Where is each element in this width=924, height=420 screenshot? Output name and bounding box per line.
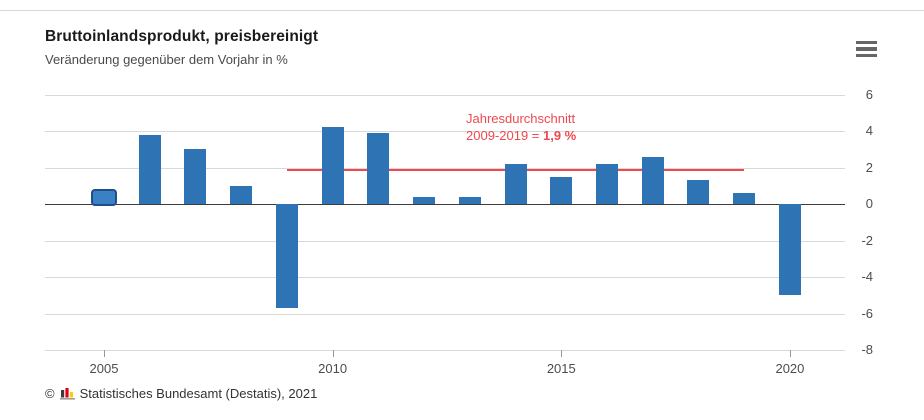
x-axis-label: 2020 [775, 361, 805, 376]
hamburger-menu-icon[interactable] [851, 36, 881, 62]
x-axis-tick [332, 350, 334, 357]
zero-line [45, 204, 845, 206]
hamburger-bar [855, 53, 877, 58]
bar-2011[interactable] [367, 132, 390, 204]
chart-subtitle: Veränderung gegenüber dem Vorjahr in % [45, 52, 288, 67]
annotation-line1: Jahresdurchschnitt [466, 111, 576, 126]
y-axis-label: -8 [861, 342, 873, 357]
bar-2014[interactable] [504, 163, 527, 204]
y-axis-label: 4 [865, 123, 873, 138]
gridline [45, 350, 845, 351]
y-axis-label: 0 [865, 196, 873, 211]
hamburger-bar [855, 40, 877, 45]
y-axis-label: 6 [865, 86, 873, 102]
copyright-symbol: © [45, 386, 55, 401]
bar-2015[interactable] [550, 176, 573, 204]
y-axis-label: -2 [861, 232, 873, 248]
source-line: © Statistisches Bundesamt (Destatis), 20… [45, 386, 317, 401]
x-axis-tick [789, 350, 791, 357]
x-axis-label: 2005 [89, 361, 119, 376]
x-axis-label: 2015 [546, 361, 576, 376]
gridline [45, 94, 845, 96]
bar-2017[interactable] [641, 156, 664, 204]
bar-2018[interactable] [687, 180, 710, 204]
mean-line-annotation: Jahresdurchschnitt 2009-2019 = 1,9 % [466, 110, 576, 144]
bar-2008[interactable] [230, 185, 253, 204]
bar-2005[interactable] [91, 189, 117, 206]
chart-title: Bruttoinlandsprodukt, preisbereinigt [45, 28, 319, 45]
hamburger-bar [855, 47, 877, 51]
annotation-line2: 2009-2019 = 1,9 % [466, 128, 577, 143]
gridline [45, 277, 845, 278]
bar-2020[interactable] [778, 204, 801, 296]
gridline [45, 240, 845, 242]
source-text: Statistisches Bundesamt (Destatis), 2021 [79, 386, 318, 401]
y-axis-label: 2 [865, 159, 873, 175]
bar-2012[interactable] [413, 196, 436, 204]
bar-2007[interactable] [184, 149, 207, 204]
bar-2016[interactable] [596, 163, 619, 204]
x-axis-tick [104, 350, 105, 357]
bar-2010[interactable] [321, 127, 344, 204]
gridline [45, 131, 845, 132]
destatis-bar-chart-icon [59, 388, 75, 400]
x-axis-tick [561, 350, 563, 357]
top-divider [0, 10, 924, 11]
bar-2009[interactable] [275, 204, 298, 309]
y-axis-label: -4 [861, 269, 873, 284]
bar-2019[interactable] [733, 193, 756, 204]
gridline [45, 167, 845, 169]
bar-2013[interactable] [458, 196, 481, 204]
x-axis-label: 2010 [318, 361, 348, 376]
y-axis-label: -6 [861, 305, 873, 321]
bar-2006[interactable] [138, 134, 161, 204]
mean-value: 1,9 % [542, 128, 577, 143]
gridline [45, 313, 845, 315]
